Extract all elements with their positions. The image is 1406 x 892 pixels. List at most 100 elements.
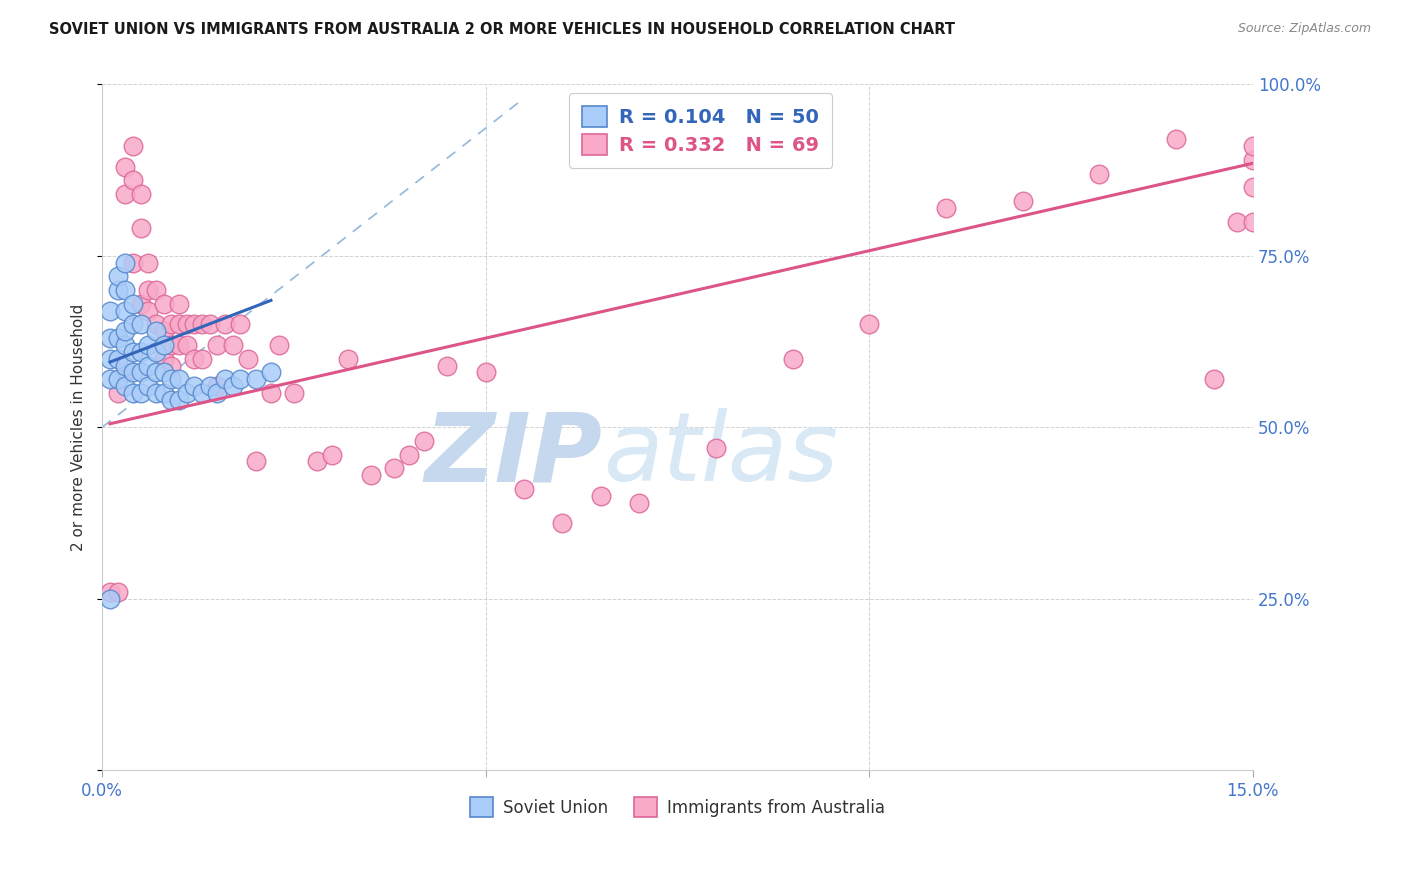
- Point: [1204, 372, 1226, 386]
- Point: [1226, 214, 1249, 228]
- Point: [145, 318, 167, 332]
- Point: [260, 365, 283, 379]
- Point: [176, 318, 198, 332]
- Point: [136, 283, 159, 297]
- Point: [114, 338, 136, 352]
- Point: [152, 324, 174, 338]
- Point: [145, 386, 167, 401]
- Point: [129, 187, 152, 202]
- Point: [935, 201, 957, 215]
- Point: [136, 255, 159, 269]
- Point: [1166, 132, 1188, 146]
- Point: [107, 283, 129, 297]
- Point: [382, 461, 405, 475]
- Point: [122, 386, 145, 401]
- Legend: Soviet Union, Immigrants from Australia: Soviet Union, Immigrants from Australia: [464, 791, 891, 823]
- Point: [160, 318, 183, 332]
- Point: [398, 448, 420, 462]
- Point: [167, 392, 190, 407]
- Point: [107, 584, 129, 599]
- Point: [122, 255, 145, 269]
- Point: [207, 386, 229, 401]
- Point: [191, 318, 214, 332]
- Point: [152, 297, 174, 311]
- Point: [160, 372, 183, 386]
- Point: [198, 318, 221, 332]
- Point: [283, 386, 305, 401]
- Point: [114, 324, 136, 338]
- Point: [1241, 153, 1264, 167]
- Point: [221, 379, 243, 393]
- Point: [183, 379, 205, 393]
- Point: [114, 187, 136, 202]
- Point: [98, 591, 121, 606]
- Point: [152, 386, 174, 401]
- Text: atlas: atlas: [603, 409, 838, 501]
- Point: [229, 372, 252, 386]
- Point: [129, 344, 152, 359]
- Point: [1241, 214, 1264, 228]
- Point: [122, 365, 145, 379]
- Point: [214, 372, 236, 386]
- Point: [214, 318, 236, 332]
- Point: [1011, 194, 1033, 208]
- Point: [122, 173, 145, 187]
- Point: [114, 303, 136, 318]
- Point: [207, 379, 229, 393]
- Point: [267, 338, 290, 352]
- Point: [183, 318, 205, 332]
- Point: [107, 386, 129, 401]
- Point: [107, 351, 129, 366]
- Point: [589, 489, 612, 503]
- Point: [122, 344, 145, 359]
- Y-axis label: 2 or more Vehicles in Household: 2 or more Vehicles in Household: [72, 303, 86, 551]
- Point: [145, 283, 167, 297]
- Point: [122, 297, 145, 311]
- Text: SOVIET UNION VS IMMIGRANTS FROM AUSTRALIA 2 OR MORE VEHICLES IN HOUSEHOLD CORREL: SOVIET UNION VS IMMIGRANTS FROM AUSTRALI…: [49, 22, 955, 37]
- Point: [136, 303, 159, 318]
- Point: [114, 359, 136, 373]
- Text: ZIP: ZIP: [425, 409, 603, 501]
- Point: [114, 379, 136, 393]
- Point: [98, 303, 121, 318]
- Point: [360, 468, 382, 483]
- Point: [160, 338, 183, 352]
- Point: [551, 516, 574, 531]
- Point: [176, 386, 198, 401]
- Point: [136, 359, 159, 373]
- Point: [513, 482, 536, 496]
- Point: [245, 454, 267, 468]
- Point: [145, 365, 167, 379]
- Point: [129, 297, 152, 311]
- Point: [167, 338, 190, 352]
- Point: [107, 372, 129, 386]
- Point: [114, 365, 136, 379]
- Point: [413, 434, 436, 448]
- Point: [704, 441, 727, 455]
- Point: [129, 386, 152, 401]
- Point: [260, 386, 283, 401]
- Point: [98, 331, 121, 345]
- Point: [152, 365, 174, 379]
- Point: [107, 331, 129, 345]
- Point: [1241, 180, 1264, 194]
- Point: [160, 359, 183, 373]
- Point: [129, 365, 152, 379]
- Point: [176, 338, 198, 352]
- Point: [114, 160, 136, 174]
- Point: [122, 139, 145, 153]
- Point: [98, 372, 121, 386]
- Point: [167, 372, 190, 386]
- Point: [114, 255, 136, 269]
- Point: [628, 495, 651, 509]
- Point: [336, 351, 359, 366]
- Point: [305, 454, 328, 468]
- Point: [1088, 167, 1111, 181]
- Point: [245, 372, 267, 386]
- Text: Source: ZipAtlas.com: Source: ZipAtlas.com: [1237, 22, 1371, 36]
- Point: [167, 318, 190, 332]
- Point: [98, 351, 121, 366]
- Point: [229, 318, 252, 332]
- Point: [107, 269, 129, 284]
- Point: [152, 351, 174, 366]
